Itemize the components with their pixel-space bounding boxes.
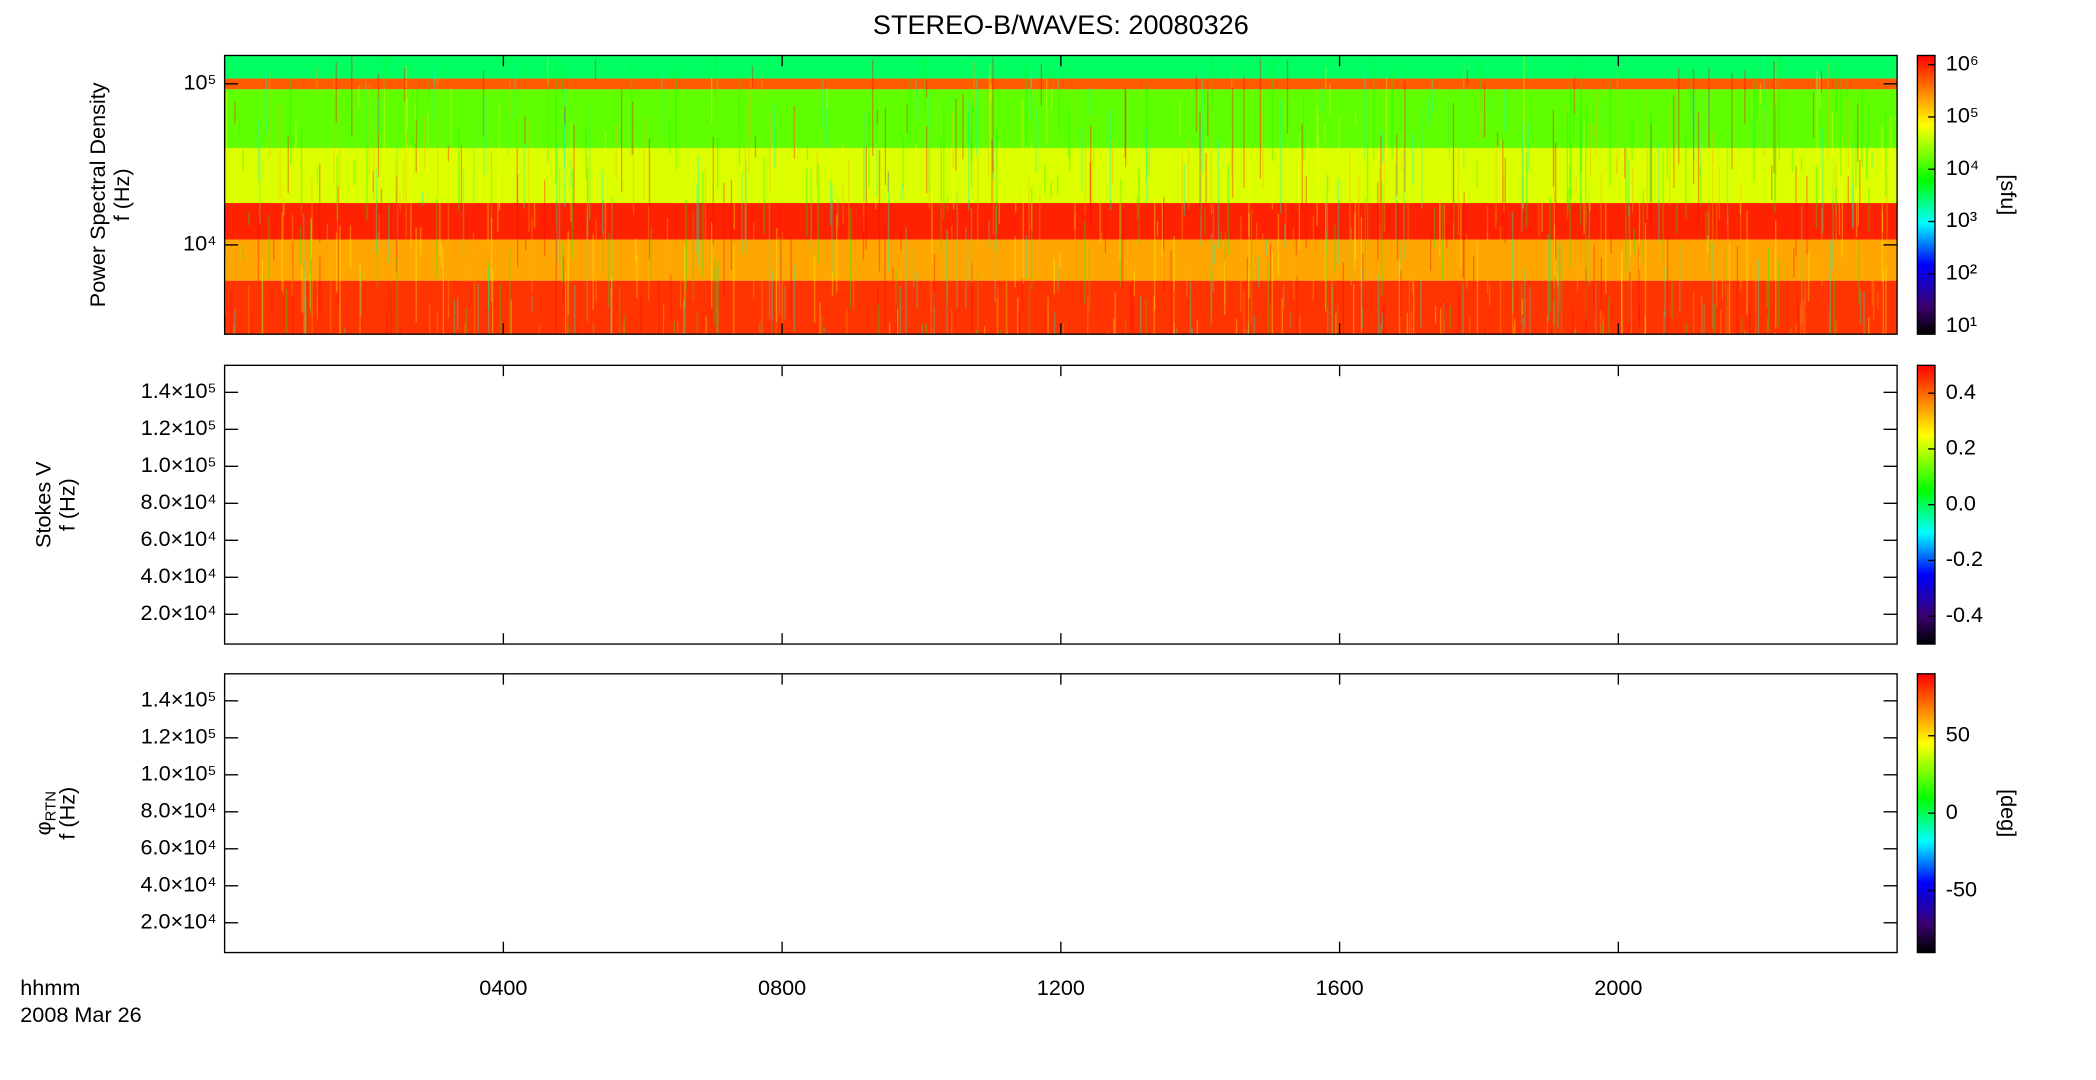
colorbar-label: [deg] bbox=[1996, 789, 2021, 837]
y-tick-label: 4.0×10⁴ bbox=[140, 871, 216, 896]
x-tick-label: 1200 bbox=[1037, 975, 1085, 1000]
colorbar-tick-label: 10² bbox=[1946, 260, 1977, 285]
heatmap-cell bbox=[224, 89, 1898, 148]
colorbar-tick-label: 10³ bbox=[1946, 207, 1977, 232]
heatmap-cell bbox=[224, 203, 1898, 240]
y-tick-label: 8.0×10⁴ bbox=[140, 798, 216, 823]
x-axis-date: 2008 Mar 26 bbox=[20, 1002, 141, 1027]
y-axis-unit: f (Hz) bbox=[109, 168, 134, 221]
y-tick-label: 1.4×10⁵ bbox=[141, 687, 217, 712]
heatmap-cell bbox=[224, 147, 1898, 204]
colorbar-tick-label: 10⁴ bbox=[1946, 155, 1979, 180]
colorbar-tick-label: 0 bbox=[1946, 799, 1958, 824]
x-tick-label: 0400 bbox=[479, 975, 527, 1000]
heatmap-cell bbox=[224, 239, 1898, 281]
y-axis-label-text: Power Spectral Density bbox=[84, 82, 109, 307]
texture bbox=[224, 55, 1892, 335]
y-axis-label: Stokes V bbox=[30, 461, 55, 548]
colorbar-tick-label: 10¹ bbox=[1946, 312, 1977, 337]
x-tick-label: 0800 bbox=[758, 975, 806, 1000]
colorbar-tick-label: -0.2 bbox=[1946, 546, 1983, 571]
y-tick-label: 10⁴ bbox=[183, 231, 216, 256]
y-axis-label: φRTN bbox=[30, 791, 59, 835]
colorbar-tick-label: -0.4 bbox=[1946, 602, 1983, 627]
colorbar-tick-label: -50 bbox=[1946, 876, 1977, 901]
y-axis-unit: f (Hz) bbox=[55, 787, 80, 840]
colorbar-tick-label: 50 bbox=[1946, 721, 1970, 746]
y-tick-label: 8.0×10⁴ bbox=[140, 489, 216, 514]
y-tick-label: 4.0×10⁴ bbox=[140, 563, 216, 588]
x-tick-label: 1600 bbox=[1316, 975, 1364, 1000]
colorbar-tick-label: 0.0 bbox=[1946, 490, 1976, 515]
y-tick-label: 6.0×10⁴ bbox=[140, 526, 216, 551]
y-tick-label: 10⁵ bbox=[183, 70, 216, 95]
y-tick-label: 6.0×10⁴ bbox=[140, 835, 216, 860]
y-axis-label-sub: RTN bbox=[43, 791, 59, 821]
colorbar-tick-label: 10⁵ bbox=[1946, 103, 1979, 128]
plot-frame bbox=[223, 673, 1898, 954]
x-axis-label: hhmm bbox=[20, 975, 80, 1000]
colorbar-tick-label: 10⁶ bbox=[1946, 50, 1979, 75]
y-tick-label: 2.0×10⁴ bbox=[140, 600, 216, 625]
y-axis-label-text: Stokes V bbox=[30, 461, 55, 548]
y-axis-label: Power Spectral Density bbox=[84, 82, 109, 307]
colorbar-label: [sfu] bbox=[1996, 174, 2021, 215]
y-tick-label: 2.0×10⁴ bbox=[140, 908, 216, 933]
y-tick-label: 1.2×10⁵ bbox=[141, 724, 217, 749]
y-axis-label-text: φ bbox=[30, 821, 55, 835]
y-tick-label: 1.0×10⁵ bbox=[141, 452, 217, 477]
chart-title: STEREO-B/WAVES: 20080326 bbox=[873, 10, 1249, 40]
colorbar bbox=[1916, 54, 1936, 335]
heatmap-cell bbox=[224, 55, 1898, 79]
y-axis-unit: f (Hz) bbox=[55, 478, 80, 531]
y-tick-label: 1.4×10⁵ bbox=[141, 378, 217, 403]
colorbar-tick-label: 0.4 bbox=[1946, 379, 1976, 404]
x-tick-label: 2000 bbox=[1594, 975, 1642, 1000]
colorbar-tick-label: 0.2 bbox=[1946, 435, 1976, 460]
heatmap-cell bbox=[224, 78, 1898, 90]
plot-frame bbox=[223, 364, 1898, 645]
y-tick-label: 1.2×10⁵ bbox=[141, 415, 217, 440]
y-tick-label: 1.0×10⁵ bbox=[141, 761, 217, 786]
